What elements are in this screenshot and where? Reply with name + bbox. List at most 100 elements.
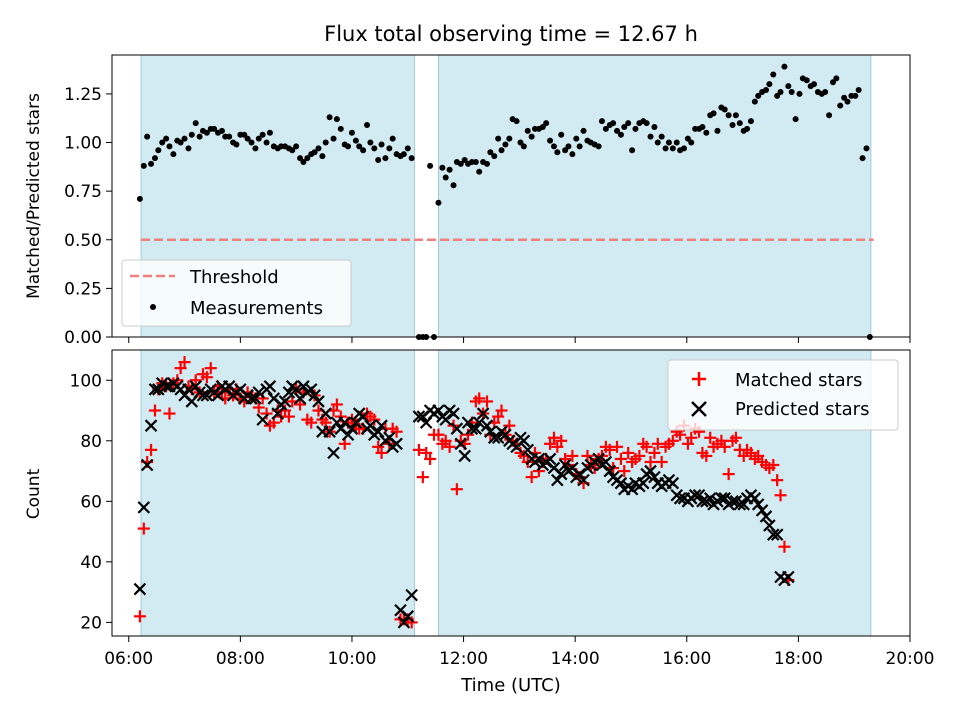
measurement-point <box>255 135 262 142</box>
predicted-star-point <box>767 528 780 541</box>
measurement-point <box>382 155 389 162</box>
predicted-star-point <box>312 395 325 408</box>
measurement-point <box>785 83 792 90</box>
measurement-point <box>408 155 415 162</box>
predicted-star-point <box>703 492 717 505</box>
predicted-star-point <box>304 383 318 396</box>
matched-star-point <box>581 449 594 462</box>
matched-star-point <box>744 446 757 459</box>
measurement-point <box>520 143 527 150</box>
matched-star-point <box>200 371 213 384</box>
predicted-star-point <box>666 476 680 490</box>
predicted-star-point <box>476 407 490 420</box>
measurement-point <box>367 139 374 146</box>
measurement-point <box>386 145 393 152</box>
predicted-star-point <box>458 449 471 463</box>
predicted-star-point <box>517 434 531 448</box>
top-x-ticks <box>128 337 911 343</box>
matched-star-point <box>450 483 463 496</box>
measurement-point <box>710 110 717 117</box>
measurement-point <box>654 139 661 146</box>
bottom-y-tick-label: 60 <box>80 492 102 512</box>
measurement-point <box>177 139 184 146</box>
predicted-star-point <box>718 492 732 505</box>
predicted-star-point <box>319 407 333 420</box>
measurement-point <box>136 195 143 202</box>
predicted-star-point <box>327 446 340 460</box>
predicted-star-point <box>278 395 292 408</box>
measurement-point <box>293 143 300 150</box>
predicted-star-point <box>472 416 486 429</box>
predicted-star-point <box>200 389 214 402</box>
matched-star-point <box>651 437 664 450</box>
measurement-point <box>610 120 617 127</box>
predicted-star-point <box>782 570 795 584</box>
matched-star-point <box>375 446 388 459</box>
measurement-point <box>446 166 453 173</box>
matched-star-point <box>722 468 735 481</box>
measurement-point <box>684 135 691 142</box>
measurement-point <box>263 139 270 146</box>
matched-star-point <box>618 465 631 478</box>
measurement-point <box>203 129 210 136</box>
measurement-point <box>643 120 650 127</box>
matched-star-point <box>416 471 429 484</box>
measurements-series <box>136 63 873 340</box>
matched-star-point <box>737 449 750 462</box>
measurement-point <box>163 135 170 142</box>
matched-star-point <box>133 610 146 623</box>
top-legend-box <box>121 259 352 327</box>
bottom-y-tick-label: 80 <box>80 432 102 452</box>
measurement-point <box>826 112 833 119</box>
matched-star-point <box>648 446 661 459</box>
measurement-point <box>442 174 449 181</box>
top-y-tick-label: 0.75 <box>64 182 102 202</box>
measurement-point <box>461 157 468 164</box>
measurement-point <box>859 155 866 162</box>
measurement-point <box>435 199 442 206</box>
matched-star-point <box>729 431 742 444</box>
chart-title: Flux total observing time = 12.67 h <box>324 22 698 46</box>
measurement-point <box>770 71 777 78</box>
measurement-point <box>404 145 411 152</box>
matched-star-point <box>685 431 698 444</box>
measurement-point <box>218 127 225 134</box>
measurement-point <box>427 162 434 169</box>
measurement-point <box>524 127 531 134</box>
matched-star-point <box>495 404 508 417</box>
top-axes-frame <box>111 54 911 338</box>
matched-star-point <box>718 440 731 453</box>
predicted-star-point <box>356 410 370 423</box>
matched-star-point <box>611 440 624 453</box>
predicted-star-point <box>375 419 388 432</box>
measurement-point <box>673 139 680 146</box>
top-y-axis-label: Matched/Predicted stars <box>24 93 44 299</box>
measurement-point <box>647 133 654 140</box>
predicted-star-point <box>625 482 639 496</box>
matched-star-point <box>372 440 385 453</box>
predicted-star-point <box>371 425 385 438</box>
predicted-star-point <box>256 413 269 426</box>
predicted-star-point <box>345 422 359 435</box>
measurement-point <box>181 135 188 142</box>
matched-star-point <box>481 395 494 408</box>
matched-star-point <box>163 407 176 420</box>
matched-star-point <box>559 452 572 465</box>
bottom-y-tick-label: 20 <box>80 613 102 633</box>
measurement-point <box>580 127 587 134</box>
measurement-point <box>457 160 464 167</box>
predicted-star-point <box>152 383 165 396</box>
predicted-star-point <box>469 422 483 435</box>
measurement-point <box>170 151 177 158</box>
bottom-x-axis: 06:00 08:00 10:00 12:00 14:00 16:00 18:00 20:00 <box>104 636 935 669</box>
matched-star-point <box>614 452 627 465</box>
top-panel: 0.00 0.25 0.50 0.75 1.00 1.25 Matched/Predict… <box>24 54 911 348</box>
predicted-star-point <box>159 380 173 393</box>
matched-star-point <box>174 362 187 375</box>
predicted-star-point <box>603 464 617 478</box>
predicted-star-point <box>140 458 154 472</box>
measurement-point <box>863 145 870 152</box>
predicted-star-point <box>282 386 296 399</box>
matched-star-point <box>305 416 318 429</box>
matched-star-point <box>778 540 791 553</box>
